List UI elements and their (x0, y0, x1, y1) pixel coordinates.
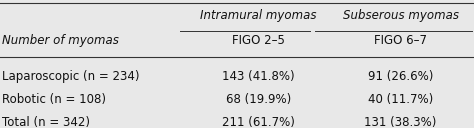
Text: 143 (41.8%): 143 (41.8%) (222, 70, 295, 83)
Text: Subserous myomas: Subserous myomas (343, 9, 458, 22)
Text: Laparoscopic (n = 234): Laparoscopic (n = 234) (2, 70, 140, 83)
Text: 40 (11.7%): 40 (11.7%) (368, 93, 433, 106)
Text: Number of myomas: Number of myomas (2, 34, 119, 47)
Text: 211 (61.7%): 211 (61.7%) (222, 116, 295, 128)
Text: FIGO 6–7: FIGO 6–7 (374, 34, 427, 47)
Text: FIGO 2–5: FIGO 2–5 (232, 34, 285, 47)
Text: 68 (19.9%): 68 (19.9%) (226, 93, 291, 106)
Text: Intramural myomas: Intramural myomas (200, 9, 317, 22)
Text: Robotic (n = 108): Robotic (n = 108) (2, 93, 106, 106)
Text: 91 (26.6%): 91 (26.6%) (368, 70, 433, 83)
Text: 131 (38.3%): 131 (38.3%) (365, 116, 437, 128)
Text: Total (n = 342): Total (n = 342) (2, 116, 91, 128)
